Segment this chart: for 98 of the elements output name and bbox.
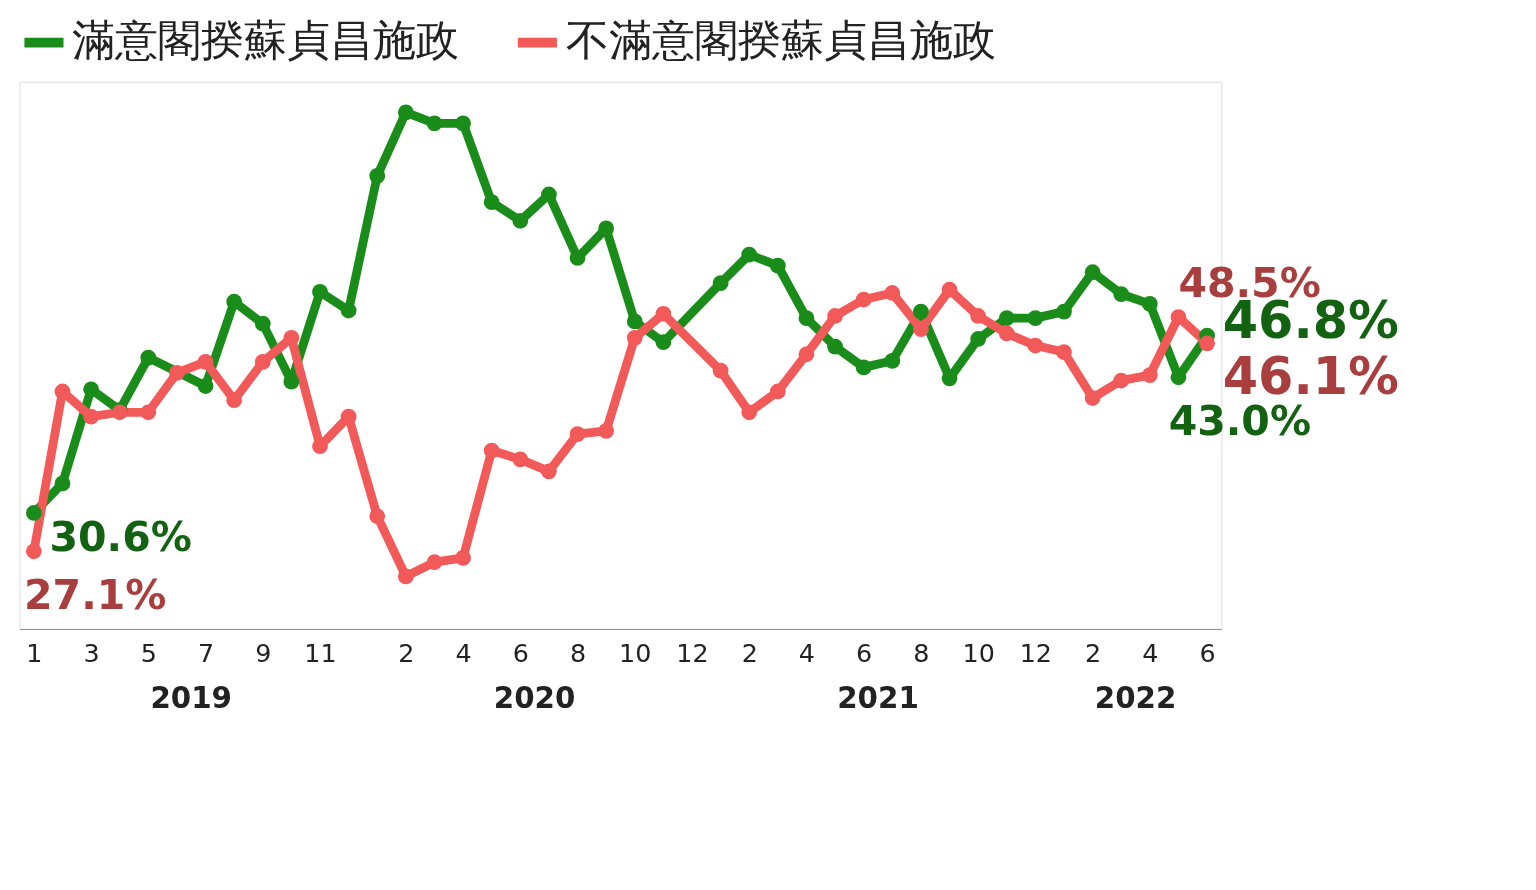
point bbox=[655, 334, 672, 351]
point bbox=[254, 354, 271, 370]
point bbox=[541, 463, 557, 480]
point bbox=[1113, 372, 1130, 389]
text: 2020 bbox=[493, 681, 576, 716]
x-tick-label: 2 bbox=[741, 637, 758, 668]
point bbox=[769, 383, 786, 400]
x-tick-label: 6 bbox=[512, 637, 529, 668]
x-tick-label: 1 bbox=[26, 637, 43, 668]
point bbox=[483, 194, 500, 211]
point bbox=[941, 281, 958, 298]
point bbox=[426, 115, 443, 132]
data-label: 30.6% bbox=[49, 513, 192, 562]
text: 2022 bbox=[1094, 681, 1177, 716]
point bbox=[1141, 367, 1158, 383]
text: 2019 bbox=[150, 681, 233, 716]
text: 2021 bbox=[837, 681, 919, 716]
x-tick-label: 9 bbox=[255, 637, 272, 668]
point bbox=[83, 408, 99, 425]
point bbox=[741, 404, 758, 421]
point bbox=[569, 426, 586, 443]
point bbox=[197, 354, 214, 370]
point bbox=[397, 104, 414, 121]
point bbox=[54, 475, 71, 492]
point bbox=[197, 378, 214, 394]
x-tick-label: 10 bbox=[962, 637, 995, 668]
point bbox=[512, 212, 529, 229]
point bbox=[1056, 303, 1072, 320]
point bbox=[226, 293, 243, 310]
point bbox=[369, 168, 386, 184]
point bbox=[1084, 264, 1101, 281]
point bbox=[83, 381, 99, 398]
point bbox=[769, 257, 786, 274]
legend-label: 不滿意閣揆蘇貞昌施政 bbox=[565, 15, 996, 66]
point bbox=[855, 359, 872, 376]
point bbox=[140, 404, 157, 421]
point bbox=[541, 186, 557, 203]
point bbox=[1141, 296, 1158, 312]
x-tick-label: 8 bbox=[569, 637, 587, 668]
x-tick-label: 3 bbox=[83, 637, 100, 668]
point bbox=[455, 115, 471, 132]
x-tick-label: 7 bbox=[197, 637, 215, 668]
point bbox=[483, 442, 500, 459]
point bbox=[798, 310, 815, 327]
point bbox=[397, 568, 414, 585]
point bbox=[140, 349, 157, 366]
x-tick-label: 8 bbox=[913, 637, 930, 668]
x-tick-label: 2 bbox=[398, 637, 415, 668]
point bbox=[798, 346, 815, 363]
point bbox=[369, 508, 386, 525]
point bbox=[312, 284, 328, 300]
point bbox=[169, 365, 185, 381]
point bbox=[884, 352, 901, 369]
point bbox=[512, 451, 529, 468]
point bbox=[970, 308, 987, 324]
point bbox=[426, 554, 443, 571]
point bbox=[998, 310, 1015, 327]
point bbox=[712, 362, 729, 379]
x-tick-label: 12 bbox=[1019, 637, 1053, 668]
point bbox=[25, 505, 42, 521]
point bbox=[884, 285, 901, 301]
point bbox=[226, 392, 243, 409]
point bbox=[998, 325, 1015, 342]
point bbox=[25, 543, 42, 560]
point bbox=[741, 246, 758, 263]
point bbox=[1056, 344, 1072, 360]
point bbox=[283, 373, 300, 390]
x-tick-label: 10 bbox=[619, 637, 652, 668]
x-tick-label: 6 bbox=[856, 637, 873, 668]
data-label: 27.1% bbox=[24, 570, 167, 619]
point bbox=[1084, 390, 1101, 406]
legend-label: 滿意閣揆蘇貞昌施政 bbox=[72, 15, 460, 66]
point bbox=[254, 315, 271, 332]
x-tick-label: 6 bbox=[1199, 637, 1216, 668]
point bbox=[827, 308, 843, 324]
point bbox=[913, 303, 929, 320]
x-tick-label: 4 bbox=[455, 637, 472, 668]
point bbox=[598, 423, 615, 439]
point bbox=[913, 321, 929, 337]
point bbox=[1027, 310, 1044, 327]
point bbox=[655, 305, 672, 322]
point bbox=[455, 549, 471, 566]
point bbox=[1170, 309, 1187, 325]
x-tick-label: 5 bbox=[140, 637, 157, 668]
point bbox=[626, 313, 643, 330]
point bbox=[626, 329, 643, 346]
point bbox=[855, 291, 872, 308]
x-tick-label: 12 bbox=[676, 637, 709, 668]
point bbox=[1113, 286, 1130, 302]
x-tick-label: 11 bbox=[304, 637, 337, 668]
point bbox=[1027, 337, 1044, 354]
point bbox=[827, 338, 843, 355]
point bbox=[712, 275, 729, 291]
point bbox=[1199, 335, 1215, 352]
x-tick-label: 4 bbox=[798, 637, 816, 668]
point bbox=[970, 331, 987, 347]
x-tick-label: 4 bbox=[1142, 637, 1159, 668]
x-tick-label: 2 bbox=[1085, 637, 1102, 668]
